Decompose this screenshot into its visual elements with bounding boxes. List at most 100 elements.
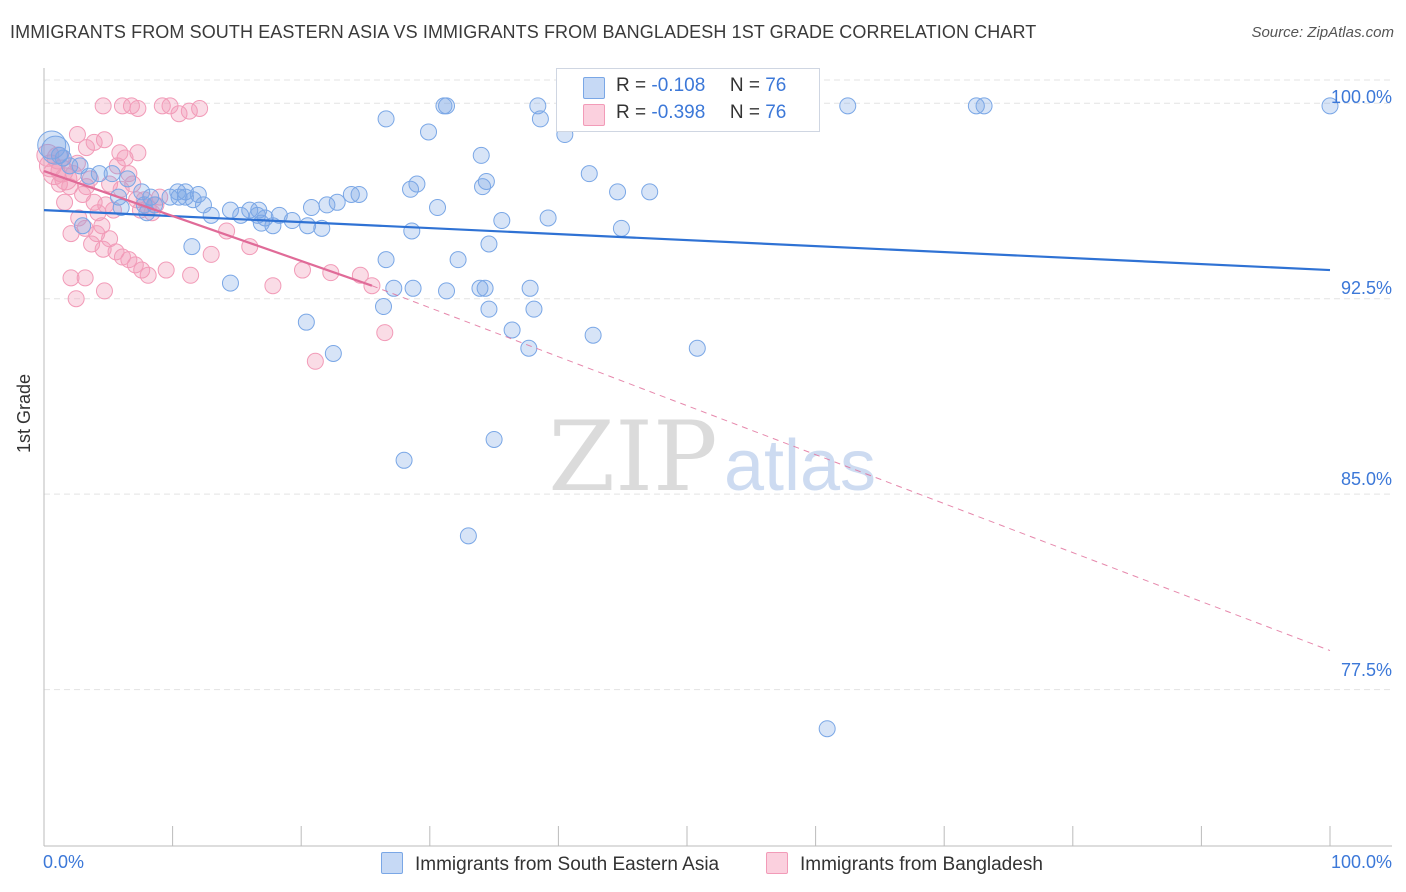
data-point-bangladesh bbox=[180, 102, 198, 120]
data-point-bangladesh bbox=[202, 245, 220, 263]
data-point-south-eastern-asia bbox=[270, 206, 288, 224]
data-point-bangladesh bbox=[62, 269, 80, 287]
data-point-south-eastern-asia bbox=[221, 274, 239, 292]
trendline-south-eastern-asia bbox=[43, 209, 1331, 272]
data-point-south-eastern-asia bbox=[80, 167, 98, 185]
data-point-south-eastern-asia bbox=[472, 146, 490, 164]
data-point-south-eastern-asia bbox=[459, 527, 477, 545]
data-point-bangladesh bbox=[139, 266, 157, 284]
legend-blue-r-value: -0.108 bbox=[651, 75, 706, 96]
watermark-zip: ZIP bbox=[548, 401, 717, 513]
data-point-bangladesh bbox=[111, 144, 129, 162]
data-point-south-eastern-asia bbox=[471, 279, 489, 297]
data-point-south-eastern-asia bbox=[318, 196, 336, 214]
data-point-south-eastern-asia bbox=[184, 191, 202, 209]
legend-pink-n-value: 76 bbox=[765, 102, 787, 123]
data-point-south-eastern-asia bbox=[395, 451, 413, 469]
data-point-south-eastern-asia bbox=[609, 183, 627, 201]
data-point-south-eastern-asia bbox=[74, 217, 92, 235]
data-point-south-eastern-asia bbox=[385, 279, 403, 297]
data-point-south-eastern-asia bbox=[521, 279, 539, 297]
y-tick-label: 92.5% bbox=[1340, 278, 1392, 298]
legend-blue-n-label: N = bbox=[729, 75, 760, 96]
data-point-bangladesh bbox=[61, 178, 79, 196]
data-point-south-eastern-asia bbox=[297, 313, 315, 331]
data-point-south-eastern-asia bbox=[403, 222, 421, 240]
data-point-south-eastern-asia bbox=[103, 165, 121, 183]
data-point-bangladesh bbox=[157, 261, 175, 279]
data-point-south-eastern-asia bbox=[539, 209, 557, 227]
data-point-south-eastern-asia bbox=[112, 199, 130, 217]
data-point-south-eastern-asia bbox=[183, 238, 201, 256]
data-point-bangladesh bbox=[94, 240, 112, 258]
data-point-south-eastern-asia bbox=[328, 193, 346, 211]
data-point-bangladesh bbox=[94, 97, 112, 115]
data-point-bangladesh bbox=[264, 277, 282, 295]
legend-pink-r-label: R = bbox=[616, 102, 647, 123]
data-point-south-eastern-asia bbox=[324, 344, 342, 362]
data-point-south-eastern-asia bbox=[313, 219, 331, 237]
data-point-south-eastern-asia bbox=[612, 219, 630, 237]
bottom-legend-item-blue: Immigrants from South Eastern Asia bbox=[381, 852, 719, 876]
data-point-bangladesh bbox=[182, 266, 200, 284]
data-point-south-eastern-asia bbox=[839, 97, 857, 115]
data-point-bangladesh bbox=[376, 324, 394, 342]
data-point-south-eastern-asia bbox=[580, 165, 598, 183]
data-point-south-eastern-asia bbox=[377, 110, 395, 128]
data-point-south-eastern-asia bbox=[189, 185, 207, 203]
data-point-south-eastern-asia bbox=[41, 135, 71, 165]
data-point-south-eastern-asia bbox=[520, 339, 538, 357]
legend-swatch-blue bbox=[583, 77, 605, 99]
data-point-south-eastern-asia bbox=[302, 199, 320, 217]
data-point-south-eastern-asia bbox=[1321, 97, 1339, 115]
data-point-south-eastern-asia bbox=[493, 212, 511, 230]
data-point-south-eastern-asia bbox=[202, 206, 220, 224]
data-point-south-eastern-asia bbox=[688, 339, 706, 357]
data-point-south-eastern-asia bbox=[429, 199, 447, 217]
x-tick-label-right: 100.0% bbox=[1330, 852, 1392, 872]
trendline-bangladesh bbox=[43, 169, 373, 287]
legend-blue-r-label: R = bbox=[616, 75, 647, 96]
bottom-legend-label: Immigrants from Bangladesh bbox=[800, 854, 1043, 875]
y-tick-label: 85.0% bbox=[1340, 469, 1392, 489]
data-point-south-eastern-asia bbox=[342, 185, 360, 203]
data-point-south-eastern-asia bbox=[299, 217, 317, 235]
data-point-bangladesh bbox=[170, 105, 188, 123]
data-point-south-eastern-asia bbox=[474, 178, 492, 196]
data-point-bangladesh bbox=[56, 193, 74, 211]
bottom-legend-swatch-blue bbox=[381, 852, 403, 874]
data-point-south-eastern-asia bbox=[525, 300, 543, 318]
data-point-bangladesh bbox=[67, 290, 85, 308]
data-point-south-eastern-asia bbox=[133, 183, 151, 201]
legend-swatch-pink bbox=[583, 104, 605, 126]
y-tick-label: 100.0% bbox=[1330, 87, 1392, 107]
data-point-bangladesh bbox=[322, 264, 340, 282]
correlation-legend: R = -0.108 N = 76 R = -0.398 N = 76 bbox=[556, 68, 820, 132]
data-point-bangladesh bbox=[68, 126, 86, 144]
y-tick-label: 77.5% bbox=[1340, 660, 1392, 680]
bottom-legend-label: Immigrants from South Eastern Asia bbox=[415, 854, 720, 875]
data-point-bangladesh bbox=[95, 282, 113, 300]
chart-source: Source: ZipAtlas.com bbox=[1251, 24, 1394, 41]
data-point-bangladesh bbox=[191, 99, 209, 117]
data-point-south-eastern-asia bbox=[480, 235, 498, 253]
data-point-south-eastern-asia bbox=[975, 97, 993, 115]
data-point-south-eastern-asia bbox=[818, 720, 836, 738]
data-point-south-eastern-asia bbox=[480, 300, 498, 318]
data-point-south-eastern-asia bbox=[438, 282, 456, 300]
data-point-south-eastern-asia bbox=[169, 183, 187, 201]
legend-blue-n-value: 76 bbox=[765, 75, 787, 96]
data-point-south-eastern-asia bbox=[435, 97, 453, 115]
bottom-legend-item-pink: Immigrants from Bangladesh bbox=[766, 852, 1043, 876]
watermark-atlas: atlas bbox=[724, 426, 876, 506]
data-point-bangladesh bbox=[306, 352, 324, 370]
trendline-bangladesh-extrapolated bbox=[371, 285, 1331, 652]
data-point-bangladesh bbox=[95, 131, 113, 149]
data-point-south-eastern-asia bbox=[61, 157, 79, 175]
data-point-south-eastern-asia bbox=[531, 110, 549, 128]
data-point-south-eastern-asia bbox=[377, 251, 395, 269]
data-point-bangladesh bbox=[77, 139, 95, 157]
data-point-south-eastern-asia bbox=[90, 165, 108, 183]
legend-pink-r-value: -0.398 bbox=[651, 102, 706, 123]
